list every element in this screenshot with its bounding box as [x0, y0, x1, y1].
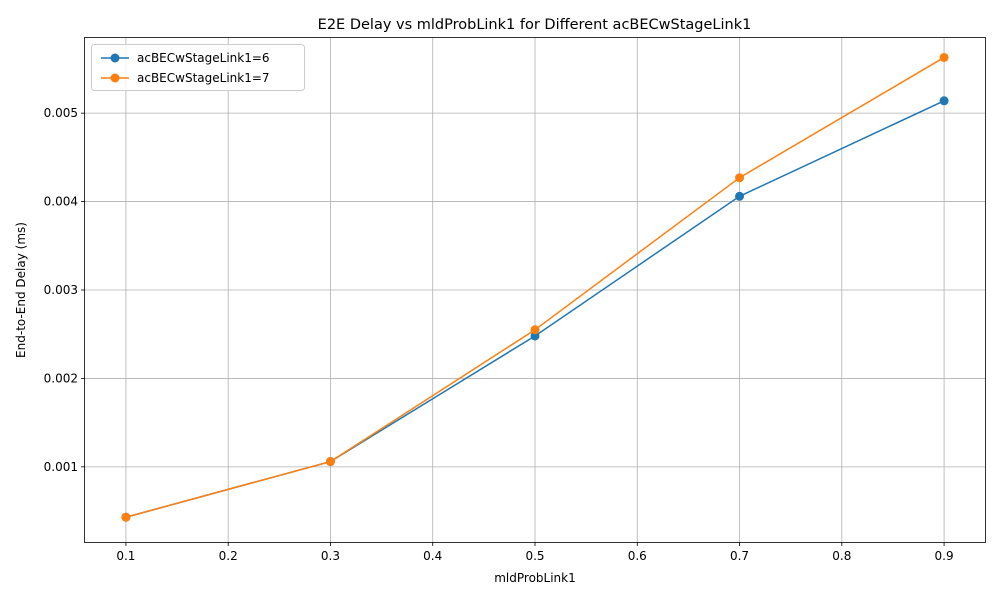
- data-point-series-2: [325, 457, 335, 467]
- x-tick-label: 0.1: [116, 549, 135, 563]
- y-axis-title: End-to-End Delay (ms): [14, 222, 28, 358]
- legend: acBECwStageLink1=6 acBECwStageLink1=7: [91, 44, 305, 91]
- data-point-series-1: [735, 191, 745, 201]
- y-tick-label: 0.001: [44, 460, 78, 474]
- chart-title: E2E Delay vs mldProbLink1 for Different …: [318, 17, 752, 33]
- data-point-series-2: [939, 52, 949, 62]
- data-point-series-1: [939, 96, 949, 106]
- x-tick-label: 0.3: [321, 549, 340, 563]
- series-lines: [121, 52, 949, 522]
- legend-marker-series-1: [110, 53, 120, 63]
- legend-box: [91, 44, 305, 91]
- x-tick-label: 0.8: [832, 549, 851, 563]
- x-tick-label: 0.4: [423, 549, 442, 563]
- y-tick-label: 0.002: [44, 371, 78, 385]
- axis-ticks: 0.1 0.2 0.3 0.4 0.5 0.6 0.7 0.8 0.9 0.001 0.002 0.0…: [44, 106, 954, 563]
- data-point-series-2: [735, 173, 745, 183]
- legend-label-series-1: acBECwStageLink1=6: [137, 51, 270, 65]
- grid-lines: [85, 38, 985, 542]
- x-axis-title: mldProbLink1: [494, 571, 576, 585]
- y-tick-label: 0.004: [44, 195, 78, 209]
- data-point-series-2: [121, 512, 131, 522]
- data-point-series-2: [530, 325, 540, 335]
- data-point-series-1: [530, 331, 540, 341]
- x-tick-label: 0.2: [219, 549, 238, 563]
- x-tick-label: 0.7: [730, 549, 749, 563]
- x-tick-label: 0.6: [628, 549, 647, 563]
- x-tick-label: 0.9: [935, 549, 954, 563]
- y-tick-label: 0.003: [44, 283, 78, 297]
- x-tick-label: 0.5: [525, 549, 544, 563]
- y-tick-label: 0.005: [44, 106, 78, 120]
- legend-marker-series-2: [110, 73, 120, 83]
- legend-label-series-2: acBECwStageLink1=7: [137, 71, 270, 85]
